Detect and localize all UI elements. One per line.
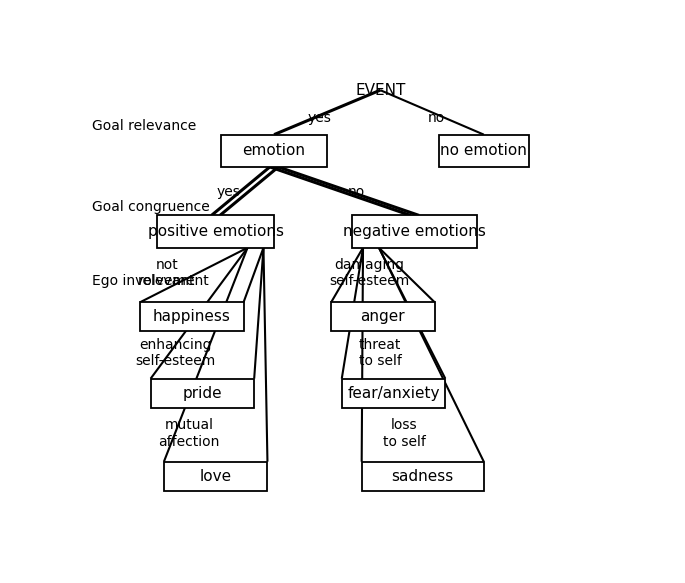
Text: anger: anger [360, 310, 406, 324]
Text: Ego involvement: Ego involvement [92, 274, 209, 288]
FancyBboxPatch shape [352, 215, 477, 248]
FancyBboxPatch shape [342, 378, 445, 408]
FancyBboxPatch shape [158, 215, 274, 248]
FancyBboxPatch shape [140, 302, 244, 332]
FancyBboxPatch shape [221, 135, 327, 167]
Text: Goal relevance: Goal relevance [92, 119, 196, 133]
Text: sadness: sadness [392, 469, 454, 484]
FancyBboxPatch shape [438, 135, 529, 167]
Text: enhancing
self-esteem: enhancing self-esteem [136, 338, 216, 368]
Text: no emotion: no emotion [440, 143, 527, 158]
FancyBboxPatch shape [164, 462, 267, 491]
Text: love: love [199, 469, 232, 484]
Text: emotion: emotion [242, 143, 306, 158]
Text: yes: yes [308, 111, 331, 125]
Text: no: no [427, 111, 445, 125]
Text: negative emotions: negative emotions [343, 224, 486, 239]
Text: loss
to self: loss to self [383, 419, 425, 449]
Text: threat
to self: threat to self [359, 338, 401, 368]
FancyBboxPatch shape [151, 378, 254, 408]
FancyBboxPatch shape [331, 302, 435, 332]
FancyBboxPatch shape [362, 462, 484, 491]
Text: EVENT: EVENT [355, 83, 406, 98]
Text: no: no [348, 185, 365, 199]
Text: mutual
affection: mutual affection [158, 419, 220, 449]
Text: fear/anxiety: fear/anxiety [347, 386, 440, 401]
Text: Goal congruence: Goal congruence [92, 200, 210, 214]
Text: happiness: happiness [153, 310, 231, 324]
Text: pride: pride [183, 386, 222, 401]
Text: not
relevant: not relevant [138, 258, 196, 289]
Text: yes: yes [217, 185, 241, 199]
Text: damaging
self-esteem: damaging self-esteem [329, 258, 410, 289]
Text: positive emotions: positive emotions [148, 224, 284, 239]
